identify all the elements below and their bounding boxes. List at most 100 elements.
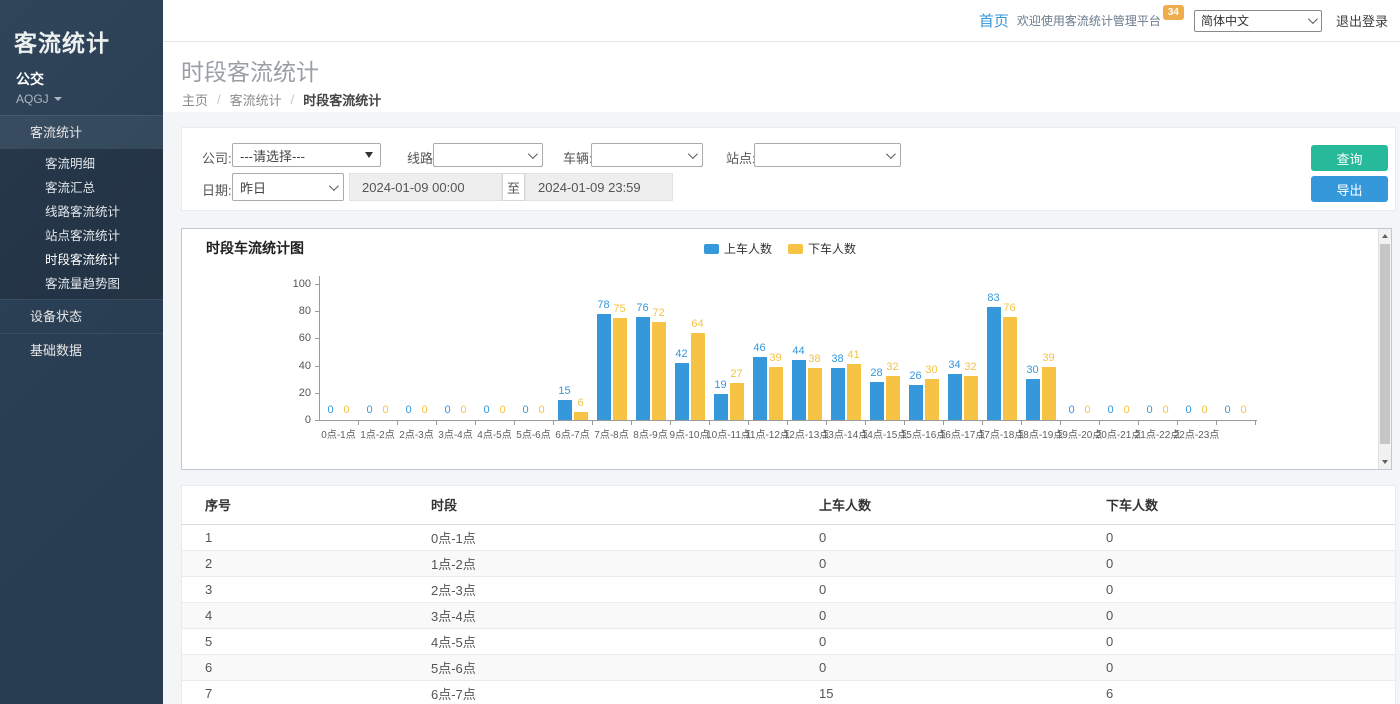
chart-bar: [729, 383, 744, 420]
sidebar-subitem[interactable]: 客流量趋势图: [45, 277, 121, 291]
sidebar-menu: 客流统计 客流明细客流汇总线路客流统计 站点客流统计 时段客流统计 客流量趋势图 设备…: [0, 115, 163, 367]
bar-value-label: 19: [714, 379, 727, 391]
sidebar-section[interactable]: 设备状态: [0, 299, 163, 333]
query-button[interactable]: 查询: [1311, 145, 1388, 171]
x-tick-label: 10点-11点: [706, 430, 751, 441]
legend-item[interactable]: 上车人数: [703, 240, 772, 257]
sidebar-subitem[interactable]: 客流汇总: [45, 181, 96, 195]
bar-value-label: 0: [460, 404, 467, 416]
sidebar-subitem[interactable]: 时段客流统计: [45, 253, 121, 267]
bar-value-label: 0: [1240, 404, 1247, 416]
table-cell: 15: [819, 680, 1106, 704]
table-cell: 2: [182, 550, 431, 577]
sidebar-subitem[interactable]: 站点客流统计: [45, 229, 121, 243]
x-tick-mark: [826, 421, 827, 425]
chart-plot: 0 20 40 60 80 100 0点-1点 0 0 1点-2点 0 0 2点-3点 0 0 3点-4点 0 0…: [182, 229, 1378, 469]
chevron-down-icon: [527, 148, 538, 159]
table-cell: 5点-6点: [431, 654, 819, 681]
x-tick-mark: [592, 421, 593, 425]
station-select[interactable]: [754, 143, 901, 167]
x-tick-label: 21点-22点: [1134, 430, 1181, 441]
sidebar-item-passenger-stats[interactable]: 客流统计: [0, 115, 163, 149]
chart-bar: [651, 322, 666, 420]
bar-value-label: 0: [444, 404, 451, 416]
x-tick-label: 6点-7点: [555, 430, 590, 441]
vehicle-select[interactable]: [591, 143, 703, 167]
chart-title: 时段车流统计图: [206, 240, 304, 256]
bar-value-label: 0: [1084, 404, 1091, 416]
bar-value-label: 0: [1107, 404, 1114, 416]
home-link[interactable]: 首页: [978, 13, 1009, 30]
table-cell: 4: [182, 602, 431, 629]
bar-value-label: 0: [1201, 404, 1208, 416]
bar-value-label: 0: [1162, 404, 1169, 416]
chart-bar: [635, 317, 650, 420]
legend-label: 下车人数: [808, 242, 857, 256]
date-preset-select[interactable]: 昨日: [232, 173, 344, 201]
filter-panel: 公司: ---请选择--- 线路: 车辆: 站点:: [181, 127, 1396, 211]
chevron-down-icon: [328, 180, 339, 191]
bar-value-label: 30: [925, 364, 938, 376]
bar-value-label: 26: [909, 370, 922, 382]
sidebar-subitem[interactable]: 线路客流统计: [45, 205, 121, 219]
x-tick-mark: [1138, 421, 1139, 425]
table-cell: 0点-1点: [431, 524, 819, 551]
language-select-value: 简体中文: [1200, 14, 1249, 28]
legend-swatch: [703, 243, 719, 254]
line-select[interactable]: [433, 143, 543, 167]
bar-value-label: 76: [1003, 302, 1016, 314]
x-tick-label: 3点-4点: [438, 430, 473, 441]
scrollbar-up-button[interactable]: [1379, 229, 1391, 243]
date-from-input[interactable]: 2024-01-09 00:00: [349, 173, 502, 201]
sidebar-submenu: 客流明细客流汇总线路客流统计 站点客流统计 时段客流统计 客流量趋势图: [0, 149, 163, 299]
bar-value-label: 34: [948, 359, 961, 371]
chart-panel: 时段车流统计图 上车人数 下车人数 0 20 40 60 80 100 0点-1点 0 0 1点-2…: [181, 228, 1392, 470]
table-cell: 0: [1106, 524, 1395, 551]
bar-value-label: 0: [483, 404, 490, 416]
chart-bar: [596, 314, 611, 420]
x-tick-label: 2点-3点: [399, 430, 434, 441]
welcome-text: 欢迎使用客流统计管理平台: [1016, 14, 1161, 28]
org-selector[interactable]: AQGJ: [16, 92, 163, 106]
table-cell: 1: [182, 524, 431, 551]
scrollbar-down-button[interactable]: [1379, 455, 1391, 469]
bar-value-label: 39: [769, 352, 782, 364]
chart-bar: [612, 318, 627, 420]
chart-bar: [690, 333, 705, 420]
scrollbar-thumb[interactable]: [1380, 244, 1390, 444]
table-cell: 0: [1106, 576, 1395, 603]
org-name: 公交: [16, 71, 44, 87]
y-tick-label: 80: [298, 305, 311, 318]
chart-vertical-scrollbar[interactable]: [1378, 229, 1391, 469]
breadcrumb-current: 时段客流统计: [303, 93, 382, 108]
date-to-input[interactable]: 2024-01-09 23:59: [525, 173, 673, 201]
bar-value-label: 0: [1146, 404, 1153, 416]
sidebar-subitem[interactable]: 客流明细: [45, 157, 96, 171]
chart-bar: [573, 412, 588, 420]
x-tick-label: 0点-1点: [321, 430, 356, 441]
company-select[interactable]: ---请选择---: [232, 143, 381, 167]
breadcrumb-home[interactable]: 主页: [182, 93, 209, 108]
x-tick-mark: [982, 421, 983, 425]
bar-value-label: 0: [1224, 404, 1231, 416]
chart-bar: [924, 379, 939, 420]
x-tick-mark: [631, 421, 632, 425]
logout-link[interactable]: 退出登录: [1335, 14, 1388, 29]
x-tick-label: 17点-18点: [978, 430, 1025, 441]
breadcrumb-section[interactable]: 客流统计: [229, 93, 282, 108]
x-tick-label: 7点-8点: [594, 430, 629, 441]
export-button[interactable]: 导出: [1311, 176, 1388, 202]
chart-bar: [986, 307, 1001, 420]
table-row: 4 3点-4点 0 0: [182, 602, 1395, 629]
table-cell: 0: [819, 524, 1106, 551]
language-select[interactable]: 简体中文: [1193, 9, 1322, 32]
table-cell: 0: [1106, 602, 1395, 629]
x-tick-label: 5点-6点: [516, 430, 551, 441]
table-cell: 3: [182, 576, 431, 603]
table-cell: 5: [182, 628, 431, 655]
sidebar-section[interactable]: 基础数据: [0, 333, 163, 367]
y-tick-label: 0: [304, 414, 311, 426]
legend-item[interactable]: 下车人数: [788, 240, 856, 257]
table-panel: 序号 时段 上车人数 下车人数 1 0点-1点 0 0 2 1点-2点 0 0 3 2点-3点 0 0 4 3点…: [181, 485, 1396, 704]
